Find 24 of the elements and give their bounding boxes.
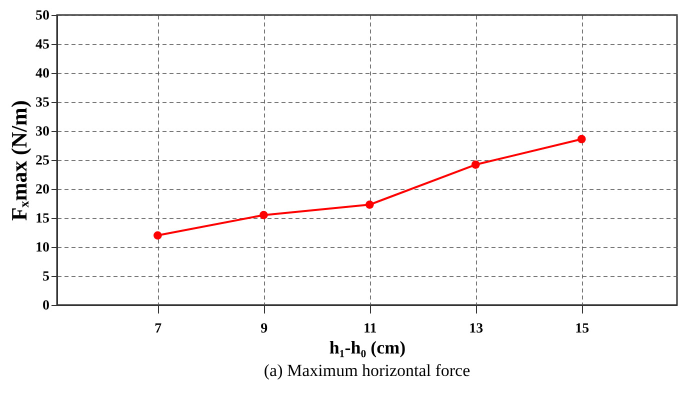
y-tick-label: 20	[36, 182, 50, 198]
x-tick-label: 11	[364, 322, 377, 336]
y-tick-label: 40	[36, 66, 50, 82]
y-axis-title: Fₓmax (N/m)	[6, 100, 32, 221]
x-tick-label: 9	[260, 322, 268, 336]
y-tick-label: 15	[36, 212, 50, 226]
x-tick-label: 13	[469, 322, 484, 336]
point	[365, 200, 374, 209]
y-tick-label: 0	[42, 298, 50, 314]
x-axis-title: h₁-h₀ (cm)	[329, 338, 406, 358]
text: (a) Maximum horizontal force	[264, 361, 470, 380]
point	[259, 210, 268, 220]
y-tick-label: 45	[36, 38, 50, 52]
point	[577, 134, 586, 144]
y-tick-label: 50	[36, 8, 50, 24]
point	[471, 160, 480, 169]
x-tick-label: 7	[154, 322, 162, 336]
y-tick-label: 30	[36, 124, 50, 140]
y-tick-label: 5	[42, 270, 50, 284]
y-tick-label: 35	[36, 96, 50, 110]
y-tick-label: 10	[36, 240, 50, 256]
y-tick-label: 25	[36, 154, 50, 168]
point	[154, 231, 162, 240]
x-tick-label: 15	[575, 322, 590, 336]
